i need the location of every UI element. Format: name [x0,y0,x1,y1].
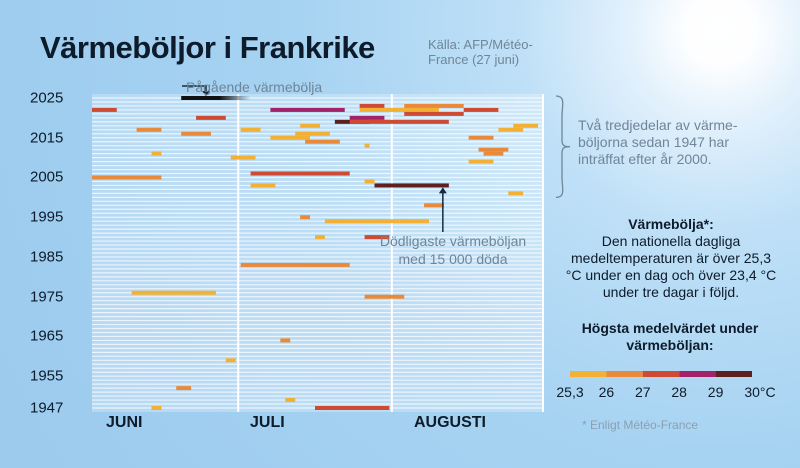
heatwave-bar [424,203,444,208]
y-tick-label: 1975 [30,288,64,306]
heatwave-bar [270,107,345,112]
heatwave-bar [176,386,192,391]
heatwave-bar [225,358,236,363]
heatwave-bar [364,294,405,299]
heatwave-bar [151,151,162,156]
legend-tick-label: 25,3 [556,384,584,400]
heatwave-bar [305,139,340,144]
heatwave-bar [364,219,400,224]
heatwave-bar [295,131,330,136]
heatwave-bar [300,215,311,220]
legend-tick-label: 30°C [744,384,776,400]
heatwave-bar [250,171,350,176]
heatwave-bar [92,107,117,112]
footnote: * Enligt Météo-France [582,418,699,432]
heatwave-bar [468,159,494,164]
heatwave-bar [151,406,162,410]
heatwave-bar [364,235,390,240]
heatwave-bar [270,135,311,140]
heatwave-bar [374,183,449,188]
legend-swatch [606,371,643,377]
legend-swatch [679,371,716,377]
legend-tick-label: 29 [707,384,724,400]
heatwave-bar [349,115,385,120]
source-note: Källa: AFP/Météo-France (27 juni) [428,37,533,67]
heatwave-bar [181,131,211,136]
month-label-augusti: AUGUSTI [414,414,486,431]
heatwave-bar [404,111,464,116]
y-tick-label: 1985 [30,248,64,266]
two-thirds-note: Två tredjedelar av värme-böljorna sedan … [578,117,738,167]
heatwave-bar [364,179,375,184]
heatwave-bar [92,175,162,180]
definition-box: Värmebölja*: Den nationella dagliga mede… [565,216,777,301]
legend-color-bar [570,371,752,377]
heatwave-bars [92,96,539,410]
legend-tick-label: 26 [598,384,615,400]
y-tick-label: 2015 [30,129,64,147]
legend-swatch [570,371,607,377]
heatwave-bar [399,219,430,224]
heatwave-bar [285,398,296,403]
callout-lines [182,85,571,232]
y-tick-label: 1965 [30,327,64,345]
deadliest-arrowhead [438,187,447,194]
legend-tick-label: 28 [671,384,687,400]
definition-text: Den nationella dagliga medeltemperaturen… [565,233,777,300]
y-tick-label: 1995 [30,208,64,226]
month-label-juni: JUNI [106,414,143,431]
y-tick-label: 2025 [30,89,64,107]
definition-title: Värmebölja*: [628,216,714,232]
heatwave-bar [359,103,385,108]
y-tick-label: 2005 [30,168,64,186]
heatwave-bar [513,123,539,128]
page-title: Värmeböljor i Frankrike [40,30,375,65]
heatwave-bar [468,135,494,140]
legend-tick-label: 27 [635,384,651,400]
heatwave-bar [315,235,325,240]
legend-swatch [642,371,680,377]
heatwave-bar [498,127,524,132]
heatwave-bar [349,119,449,124]
heatwave-bar [364,143,370,148]
post-2000-brace [555,95,571,199]
heatwave-bar [324,219,365,224]
year-gridlines [92,94,543,412]
month-label-juli: JULI [250,414,285,431]
deadliest-heatwave-label: Dödligaste värmeböljan med 15 000 döda [379,233,527,267]
heatwave-bar [404,103,464,108]
month-divider-lines [237,94,544,412]
heatwave-bar [280,338,291,343]
heatwave-bar [315,406,390,410]
y-tick-label: 1947 [30,399,64,417]
y-tick-label: 1955 [30,367,64,385]
heatwave-bar [230,155,256,160]
ongoing-arrowhead [201,91,210,96]
heatwave-bar [508,191,524,196]
heatwave-bar [359,107,439,112]
heatwave-bar [483,151,504,156]
heatwave-bar [463,107,499,112]
legend-title: Högsta medelvärdet under värmeböljan: [581,320,759,353]
ongoing-heatwave-label: Pågående värmebölja [186,79,323,95]
legend-swatch [715,371,752,377]
heatwave-bar [250,183,276,188]
heatwave-bar [136,127,162,132]
heatwave-bar [240,262,350,267]
heatwave-bar [131,290,216,295]
heatwave-bar [300,123,320,128]
heatwave-bar [196,115,226,120]
heatwave-bar [240,127,261,132]
heatwave-bar-ongoing [181,96,251,100]
heatwave-bar [478,147,509,152]
